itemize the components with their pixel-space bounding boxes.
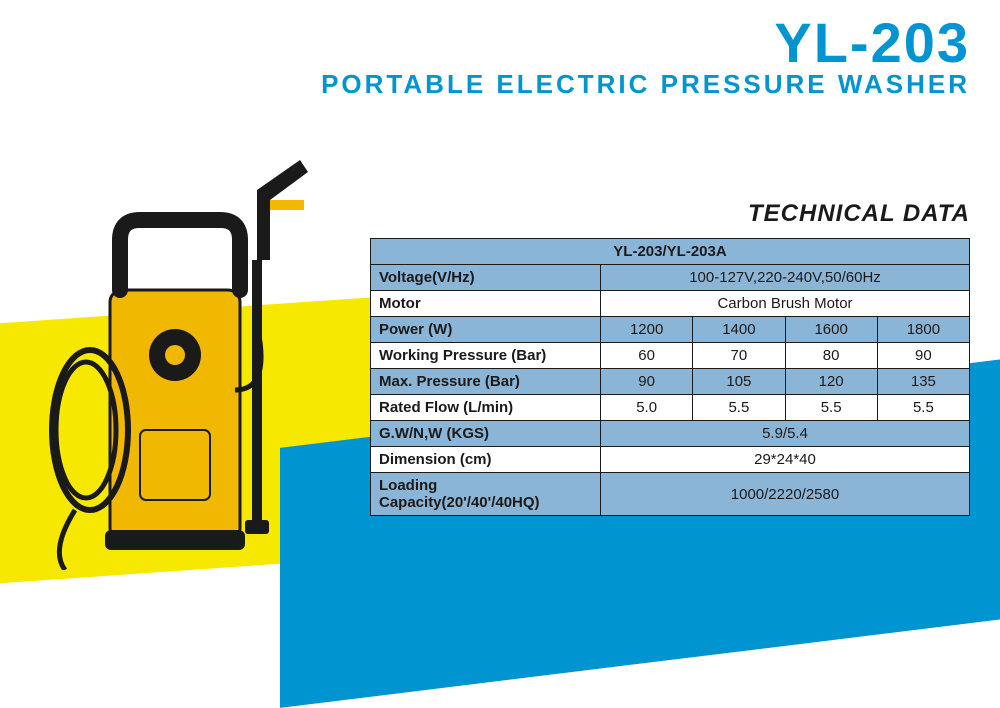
row-value: 120 [785, 369, 877, 395]
spec-table-section: TECHNICAL DATA YL-203/YL-203A Voltage(V/… [370, 200, 970, 516]
row-label: Motor [371, 291, 601, 317]
row-value: 1600 [785, 317, 877, 343]
table-row: Dimension (cm)29*24*40 [371, 447, 970, 473]
row-label: Dimension (cm) [371, 447, 601, 473]
table-row: MotorCarbon Brush Motor [371, 291, 970, 317]
table-row: Loading Capacity(20'/40'/40HQ)1000/2220/… [371, 473, 970, 516]
row-value: Carbon Brush Motor [601, 291, 970, 317]
row-value: 1800 [877, 317, 969, 343]
row-value: 1000/2220/2580 [601, 473, 970, 516]
table-row: Power (W)1200140016001800 [371, 317, 970, 343]
row-value: 5.0 [601, 395, 693, 421]
table-row: Working Pressure (Bar)60708090 [371, 343, 970, 369]
model-number: YL-203 [321, 10, 970, 75]
row-value: 5.9/5.4 [601, 421, 970, 447]
header-block: YL-203 PORTABLE ELECTRIC PRESSURE WASHER [321, 10, 970, 100]
row-value: 1400 [693, 317, 785, 343]
table-header-row: YL-203/YL-203A [371, 239, 970, 265]
row-value: 90 [877, 343, 969, 369]
row-value: 5.5 [877, 395, 969, 421]
table-row: G.W/N,W (KGS)5.9/5.4 [371, 421, 970, 447]
row-label: Voltage(V/Hz) [371, 265, 601, 291]
row-value: 135 [877, 369, 969, 395]
table-title: YL-203/YL-203A [371, 239, 970, 265]
technical-data-title: TECHNICAL DATA [370, 200, 970, 228]
row-value: 1200 [601, 317, 693, 343]
row-label: Loading Capacity(20'/40'/40HQ) [371, 473, 601, 516]
row-value: 70 [693, 343, 785, 369]
row-value: 5.5 [693, 395, 785, 421]
row-value: 105 [693, 369, 785, 395]
row-value: 80 [785, 343, 877, 369]
spec-table: YL-203/YL-203A Voltage(V/Hz)100-127V,220… [370, 238, 970, 516]
row-value: 29*24*40 [601, 447, 970, 473]
row-value: 90 [601, 369, 693, 395]
table-row: Voltage(V/Hz)100-127V,220-240V,50/60Hz [371, 265, 970, 291]
row-label: Rated Flow (L/min) [371, 395, 601, 421]
table-row: Max. Pressure (Bar)90105120135 [371, 369, 970, 395]
row-value: 5.5 [785, 395, 877, 421]
product-image [20, 130, 340, 570]
table-row: Rated Flow (L/min)5.05.55.55.5 [371, 395, 970, 421]
row-value: 60 [601, 343, 693, 369]
row-label: Working Pressure (Bar) [371, 343, 601, 369]
row-label: G.W/N,W (KGS) [371, 421, 601, 447]
row-value: 100-127V,220-240V,50/60Hz [601, 265, 970, 291]
product-subtitle: PORTABLE ELECTRIC PRESSURE WASHER [321, 69, 970, 100]
row-label: Max. Pressure (Bar) [371, 369, 601, 395]
row-label: Power (W) [371, 317, 601, 343]
